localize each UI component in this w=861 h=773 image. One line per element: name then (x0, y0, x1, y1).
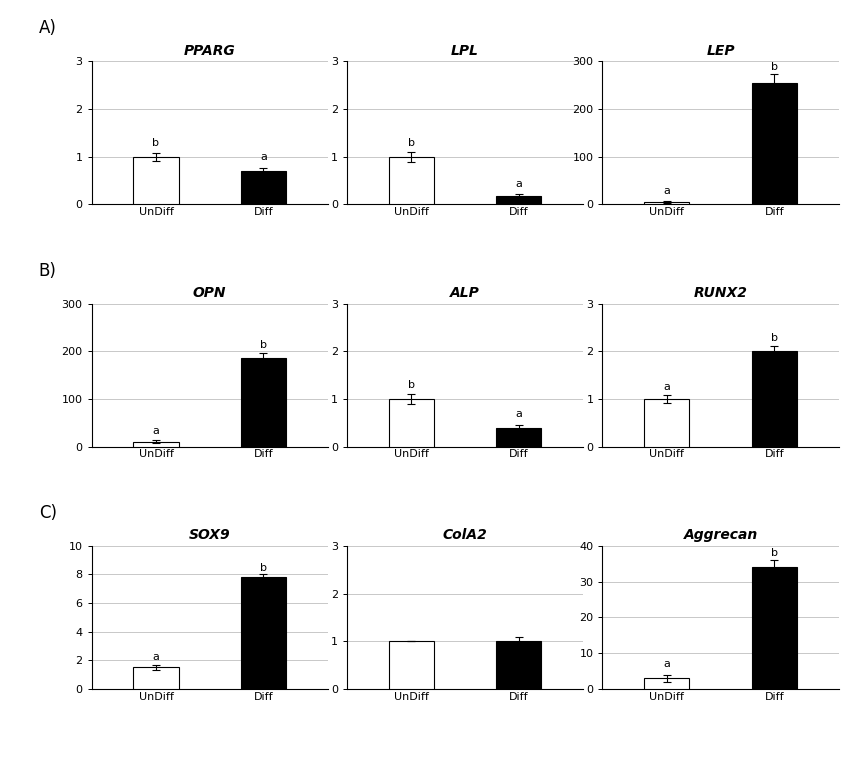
Text: b: b (408, 380, 415, 390)
Text: a: a (663, 382, 670, 392)
Text: b: b (260, 563, 267, 573)
Text: C): C) (39, 504, 57, 522)
Title: SOX9: SOX9 (189, 528, 231, 542)
Bar (133, 667, 178, 689)
Title: ColA2: ColA2 (443, 528, 487, 542)
Bar (133, 157, 178, 204)
Bar (389, 157, 434, 204)
Text: b: b (152, 138, 159, 148)
Bar (752, 83, 796, 204)
Title: LPL: LPL (451, 43, 479, 57)
Bar (752, 351, 796, 447)
Bar (752, 567, 796, 689)
Bar (241, 577, 286, 689)
Bar (496, 427, 542, 447)
Text: b: b (771, 332, 777, 342)
Bar (241, 359, 286, 447)
Bar (496, 196, 542, 204)
Text: a: a (516, 409, 523, 419)
Text: b: b (771, 62, 777, 72)
Text: a: a (663, 186, 670, 196)
Text: a: a (152, 652, 159, 662)
Text: b: b (408, 138, 415, 148)
Title: OPN: OPN (193, 286, 226, 300)
Text: a: a (663, 659, 670, 669)
Text: A): A) (39, 19, 57, 37)
Bar (133, 442, 178, 447)
Title: LEP: LEP (706, 43, 734, 57)
Text: b: b (771, 548, 777, 558)
Bar (389, 399, 434, 447)
Bar (644, 202, 690, 204)
Bar (389, 641, 434, 689)
Bar (644, 678, 690, 689)
Title: Aggrecan: Aggrecan (684, 528, 758, 542)
Text: a: a (152, 426, 159, 436)
Text: a: a (516, 179, 523, 189)
Text: a: a (260, 152, 267, 162)
Text: b: b (260, 340, 267, 350)
Bar (496, 641, 542, 689)
Bar (241, 171, 286, 204)
Title: RUNX2: RUNX2 (694, 286, 747, 300)
Title: PPARG: PPARG (183, 43, 236, 57)
Text: B): B) (39, 261, 57, 280)
Title: ALP: ALP (450, 286, 480, 300)
Bar (644, 399, 690, 447)
